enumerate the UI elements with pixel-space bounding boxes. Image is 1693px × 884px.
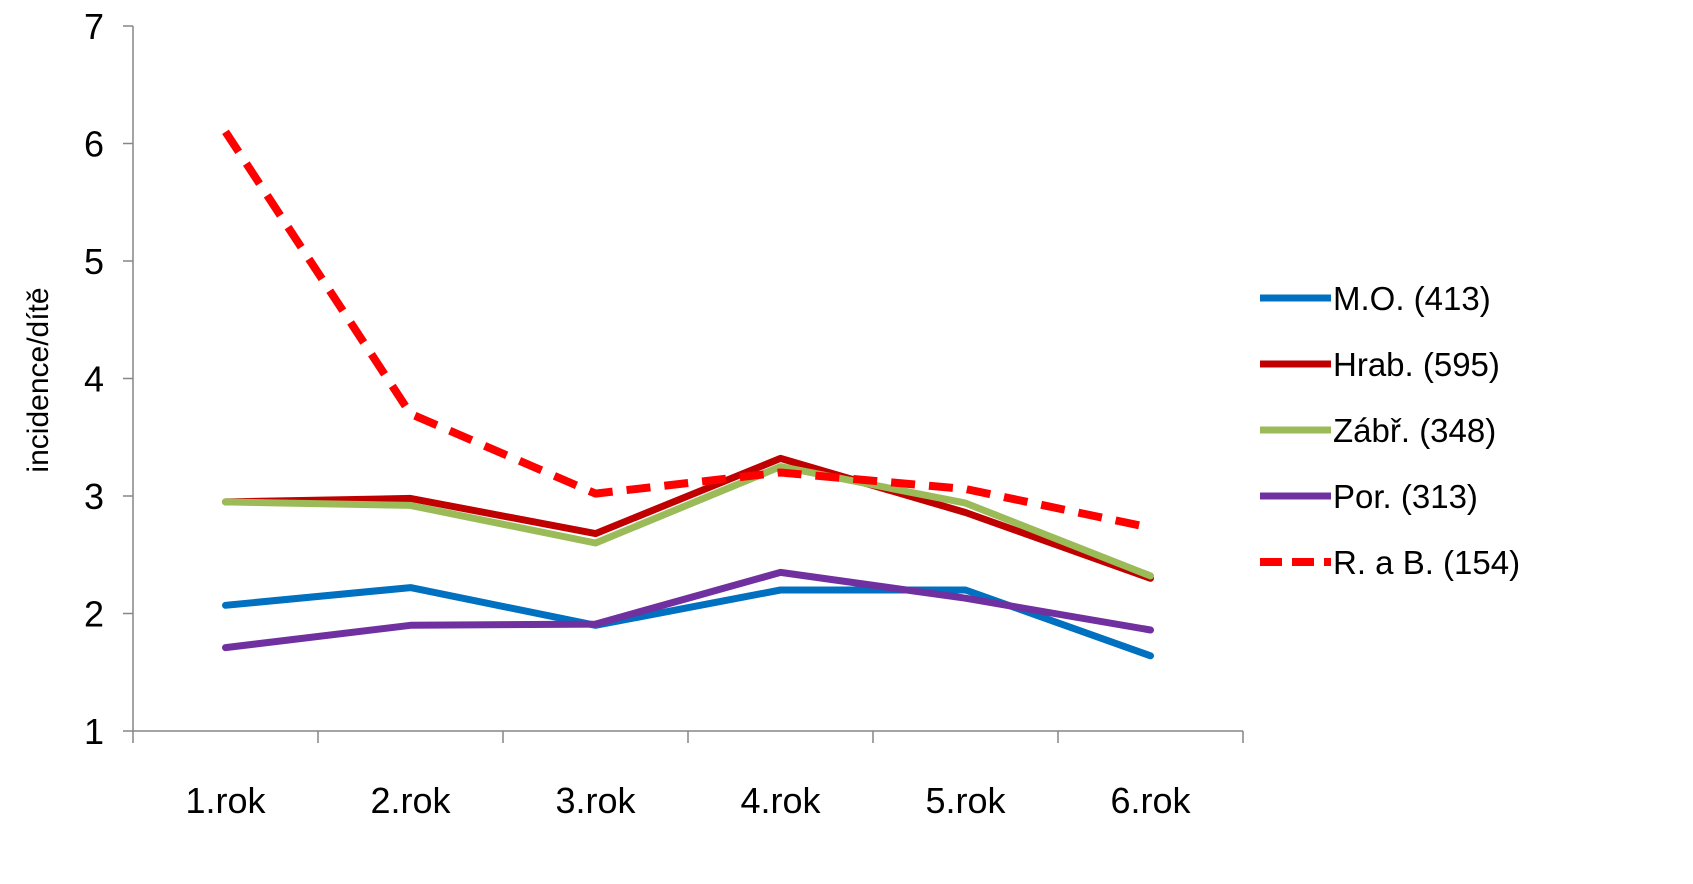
y-tick-label: 5 [84, 241, 104, 282]
series-line-4 [222, 568, 1154, 652]
series-line-2 [222, 454, 1154, 582]
y-axis-title: incidence/dítě [22, 287, 55, 472]
y-tick-label: 6 [84, 124, 104, 165]
axes [123, 25, 1244, 743]
x-tick-label: 4.rok [740, 780, 821, 821]
legend-label-1: M.O. (413) [1333, 280, 1491, 317]
y-tick-label: 2 [84, 594, 104, 635]
legend-label-5: R. a B. (154) [1333, 544, 1520, 581]
x-tick-label: 6.rok [1110, 780, 1191, 821]
legend-label-3: Zábř. (348) [1333, 412, 1496, 449]
legend-label-4: Por. (313) [1333, 478, 1478, 515]
y-tick-label: 4 [84, 359, 104, 400]
y-tick-labels: 1 2 3 4 5 6 7 [84, 6, 104, 752]
series-line-5 [222, 129, 1152, 532]
legend: M.O. (413) Hrab. (595) Zábř. (348) Por. (31… [1260, 280, 1520, 581]
y-tick-label: 7 [84, 6, 104, 47]
x-tick-label: 5.rok [925, 780, 1006, 821]
series-line-3 [222, 463, 1154, 580]
x-tick-label: 1.rok [185, 780, 266, 821]
legend-label-2: Hrab. (595) [1333, 346, 1500, 383]
series-lines [222, 129, 1154, 660]
y-tick-label: 3 [84, 476, 104, 517]
y-tick-label: 1 [84, 711, 104, 752]
x-tick-label: 2.rok [370, 780, 451, 821]
x-tick-labels: 1.rok 2.rok 3.rok 4.rok 5.rok 6.rok [185, 780, 1191, 821]
x-tick-label: 3.rok [555, 780, 636, 821]
